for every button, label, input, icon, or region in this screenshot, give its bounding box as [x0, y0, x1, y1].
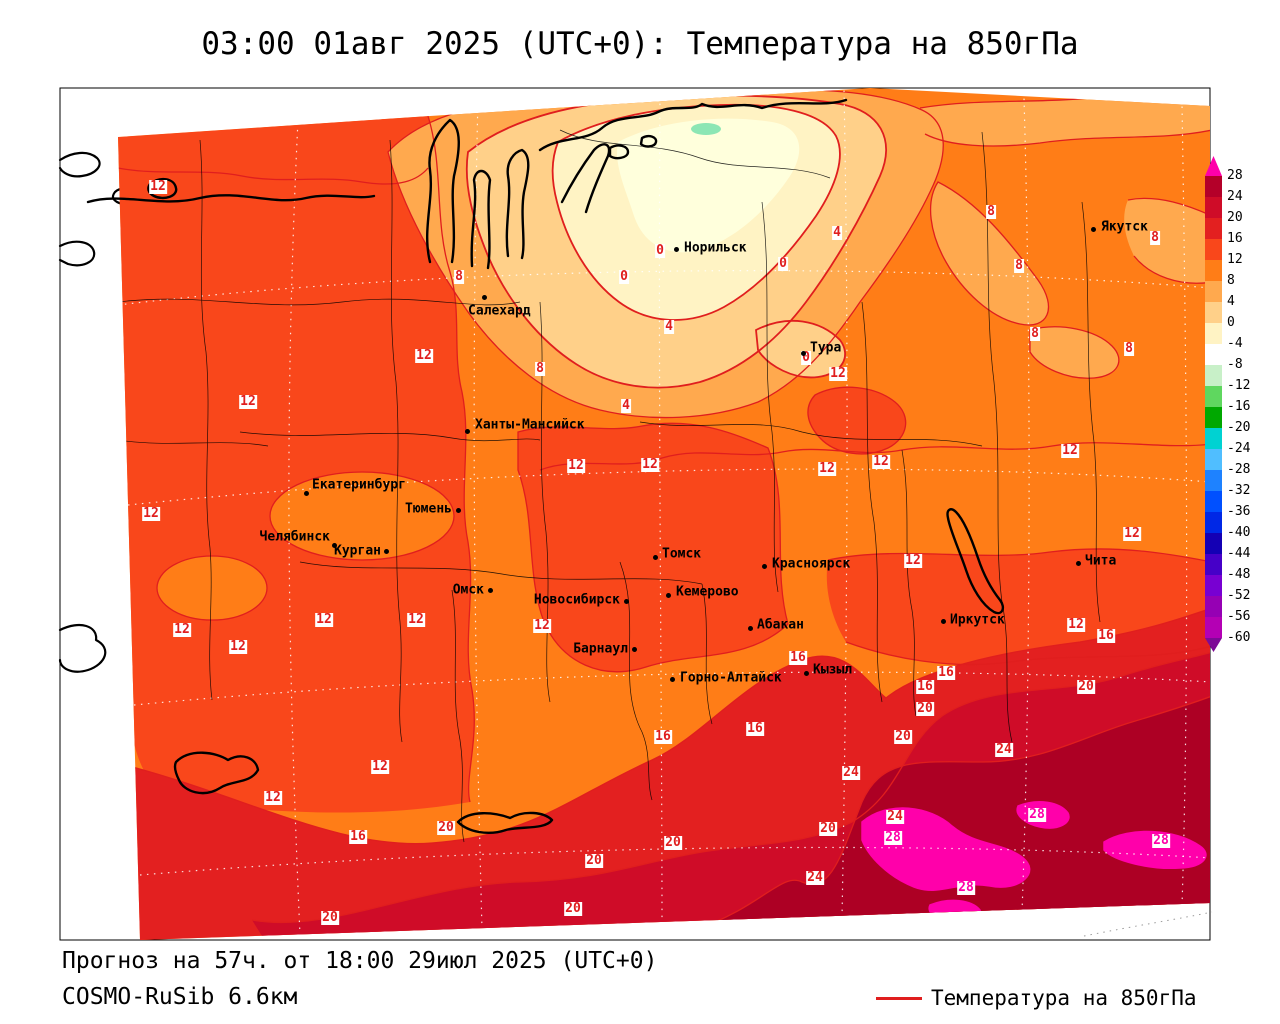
- temperature-colorbar: [1205, 156, 1222, 652]
- colorbar-segment: [1205, 554, 1222, 575]
- colorbar-segment: [1205, 491, 1222, 512]
- legend-label: Температура на 850гПа: [931, 986, 1197, 1010]
- colorbar-segment: [1205, 176, 1222, 197]
- colorbar-segment: [1205, 407, 1222, 428]
- forecast-lead-text: Прогноз на 57ч. от 18:00 29июл 2025 (UTC…: [62, 948, 658, 974]
- colorbar-segment: [1205, 449, 1222, 470]
- coastlines: [86, 98, 1005, 834]
- colorbar-segment: [1205, 617, 1222, 638]
- colorbar-segment: [1205, 575, 1222, 596]
- admin-borders: [118, 129, 1101, 843]
- colorbar-segment: [1205, 596, 1222, 617]
- colorbar-segment: [1205, 365, 1222, 386]
- colorbar-segment: [1205, 302, 1222, 323]
- model-name-text: COSMO-RuSib 6.6км: [62, 984, 298, 1010]
- colorbar-segment: [1205, 239, 1222, 260]
- colorbar-segment: [1205, 386, 1222, 407]
- colorbar-segment: [1205, 260, 1222, 281]
- colorbar-segment: [1205, 470, 1222, 491]
- temperature-contour-sample-line: [876, 996, 922, 1000]
- colorbar-segment: [1205, 218, 1222, 239]
- colorbar-arrow-bottom: [1205, 638, 1222, 652]
- colorbar-segment: [1205, 533, 1222, 554]
- colorbar-segment: [1205, 512, 1222, 533]
- legend: Температура на 850гПа: [876, 986, 1197, 1010]
- colorbar-segment: [1205, 344, 1222, 365]
- colorbar-segment: [1205, 281, 1222, 302]
- page-title: 03:00 01авг 2025 (UTC+0): Температура на…: [201, 26, 1079, 62]
- temperature-field: [118, 88, 1210, 940]
- colorbar-segment: [1205, 323, 1222, 344]
- colorbar-segment: [1205, 428, 1222, 449]
- colorbar-segment: [1205, 197, 1222, 218]
- colorbar-arrow-top: [1205, 156, 1222, 176]
